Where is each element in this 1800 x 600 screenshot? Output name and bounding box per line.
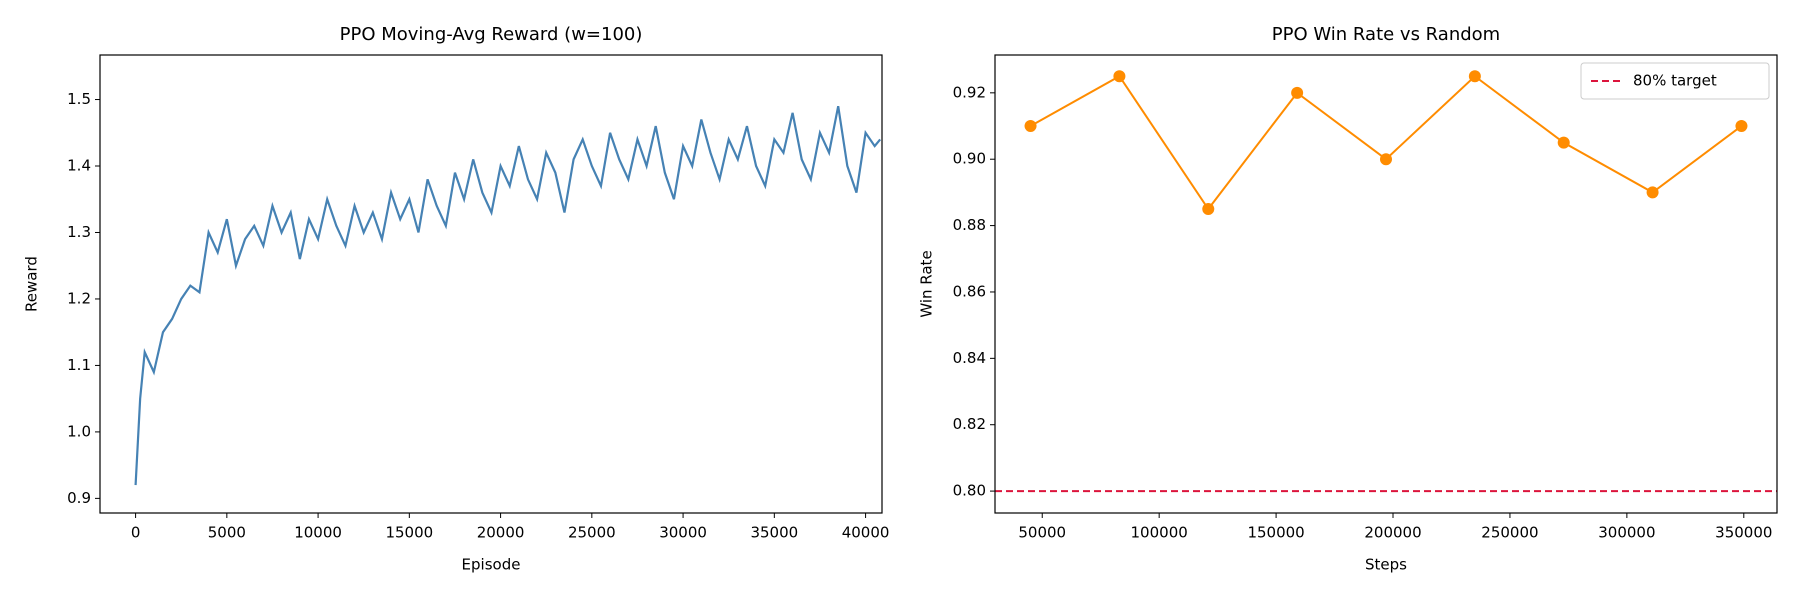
data-point: [1468, 70, 1481, 83]
y-tick-label: 0.88: [953, 216, 986, 234]
x-tick-label: 35000: [750, 524, 798, 542]
y-tick-label: 0.9: [67, 489, 91, 507]
y-tick-label: 1.2: [67, 289, 91, 307]
x-tick-label: 20000: [477, 524, 525, 542]
data-point: [1291, 86, 1304, 99]
y-tick-label: 1.4: [67, 157, 91, 175]
data-point: [1557, 136, 1570, 149]
chart-title: PPO Win Rate vs Random: [1272, 24, 1500, 45]
x-tick-label: 100000: [1131, 524, 1188, 542]
x-tick-label: 200000: [1364, 524, 1421, 542]
data-point: [1735, 120, 1748, 133]
y-tick-label: 0.92: [953, 83, 986, 101]
y-tick-label: 1.0: [67, 422, 91, 440]
x-tick-label: 30000: [659, 524, 707, 542]
legend-box: [1580, 62, 1770, 100]
x-tick-label: 25000: [568, 524, 616, 542]
y-tick-label: 0.80: [953, 482, 986, 500]
x-tick-label: 10000: [294, 524, 342, 542]
legend: 80% target: [1580, 62, 1770, 100]
data-point: [1202, 202, 1215, 215]
y-axis-label: Reward: [23, 256, 41, 312]
y-tick-label: 0.90: [953, 150, 986, 168]
x-tick-label: 50000: [1018, 524, 1066, 542]
x-tick-label: 40000: [842, 524, 890, 542]
y-tick-label: 0.86: [953, 282, 986, 300]
x-axis-label: Steps: [1365, 556, 1407, 574]
data-point: [1646, 186, 1659, 199]
x-tick-label: 5000: [208, 524, 246, 542]
chart-title: PPO Moving-Avg Reward (w=100): [340, 24, 643, 45]
legend-label: 80% target: [1633, 72, 1717, 90]
x-tick-label: 300000: [1598, 524, 1655, 542]
data-point: [1380, 153, 1392, 166]
data-point: [1113, 70, 1126, 83]
x-tick-label: 15000: [385, 524, 433, 542]
y-tick-label: 0.82: [953, 415, 986, 433]
x-axis-label: Episode: [462, 556, 521, 574]
y-tick-label: 1.1: [67, 356, 91, 374]
x-tick-label: 0: [131, 524, 141, 542]
data-point: [1024, 120, 1037, 133]
y-tick-label: 0.84: [953, 349, 986, 367]
y-tick-label: 1.3: [67, 223, 91, 241]
axes-frame: [994, 54, 1778, 514]
x-tick-label: 350000: [1715, 524, 1772, 542]
x-tick-label: 250000: [1481, 524, 1538, 542]
x-tick-label: 150000: [1247, 524, 1304, 542]
axes-frame: [99, 54, 883, 514]
y-axis-label: Win Rate: [918, 250, 936, 317]
data-line: [134, 105, 882, 486]
y-tick-label: 1.5: [67, 90, 91, 108]
